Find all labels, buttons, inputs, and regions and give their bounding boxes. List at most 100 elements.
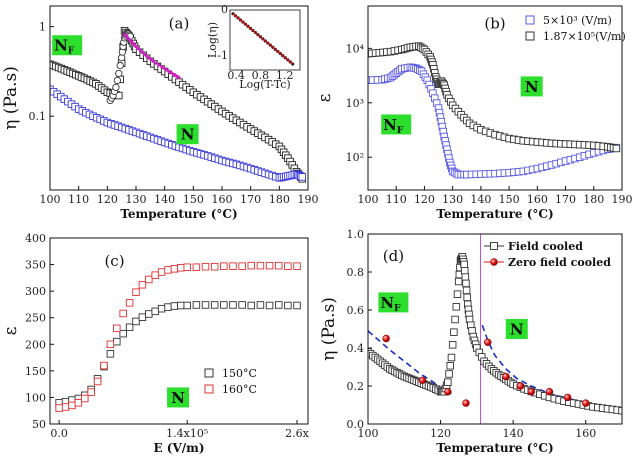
panel-a-plot-area: [50, 26, 307, 183]
panel-b-xtick-label-9: 190: [612, 193, 632, 206]
panel-d-legend-label-1: Zero field cooled: [508, 256, 611, 269]
panel-d-series-1-point-10: [582, 399, 590, 407]
panel-a-series-2-point-6: [115, 69, 123, 78]
panel-b-xtick-label-4: 140: [470, 193, 491, 206]
panel-b-legend-label-1: 1.87×10⁵(V/m): [543, 30, 626, 43]
panel-c-ytick-label-6: 350: [25, 259, 46, 272]
panel-a-series-3-point-8: [134, 44, 138, 49]
panel-b: 100 110 120 130 140 150 160 170 180 190 10² 10³ 10⁴ T…: [315, 5, 632, 221]
panel-d-series-0-point-36: [444, 378, 452, 386]
panel-a-series-3-point-12: [143, 52, 147, 56]
panel-c-series-0-point-11: [125, 323, 134, 332]
panel-a-series-3-point-14: [147, 56, 151, 60]
panel-c-series-0-point-13: [138, 313, 147, 321]
panel-a-series-3-point-18: [157, 63, 161, 67]
panel-a-xtick-label-2: 120: [97, 193, 118, 206]
panel-b-series-0: [368, 63, 621, 179]
panel-c-series-1-point-6: [93, 377, 102, 386]
panel-b-legend-marker-1: [525, 31, 535, 41]
panel-c-series-1-point-19: [177, 264, 185, 272]
panel-c-series-0-point-22: [201, 301, 210, 309]
panel-d-series-0-point-57: [462, 279, 470, 288]
panel-a-series-2-point-4: [112, 83, 120, 91]
panel-c-series-1-point-18: [170, 265, 179, 273]
panel-c-series-0-point-15: [151, 307, 159, 316]
panel-c-series-1-point-7: [100, 361, 108, 370]
panel-c-xlabel: E (V/m): [153, 441, 204, 455]
panel-c-series-1-point-23: [210, 262, 219, 271]
panel-a-series-3: [122, 32, 181, 80]
panel-c-series-0-point-32: [293, 301, 301, 310]
panel-c-series-0: [55, 301, 301, 407]
panel-a-xtick-label-4: 140: [154, 193, 175, 206]
panel-c-series-1-point-12: [132, 288, 140, 296]
panel-c-series-0-point-19: [177, 301, 185, 310]
panel-c-series-0-point-30: [274, 301, 283, 309]
panel-a-inset-xtick-label-0: 0.4: [227, 69, 245, 82]
panel-a-xtick-label-6: 160: [212, 193, 233, 206]
panel-b-ytick-label-0: 10²: [346, 151, 364, 164]
panel-c-legend-marker-0: [204, 368, 214, 378]
panel-a-xtick-label-9: 190: [298, 193, 319, 206]
panel-c-series-1-point-20: [183, 263, 191, 271]
panel-d-ytick-label-3: 0.6: [347, 304, 365, 317]
panel-d-legend-marker-0: [490, 242, 498, 250]
panel-d-series-0-point-42: [451, 315, 459, 324]
panel-b-xtick-label-5: 150: [499, 193, 520, 206]
panel-c-series-1-point-4: [81, 394, 89, 403]
panel-d-fit-line-1: [481, 324, 597, 406]
panel-d-phase-label-1: N: [510, 321, 524, 339]
panel-c-series-0-point-10: [119, 329, 127, 338]
panel-d-legend-marker-1: [490, 258, 498, 266]
panel-c-ytick-label-0: 50: [32, 418, 46, 431]
panel-c-legend-label-1: 160°C: [222, 383, 257, 396]
panel-a-series-3-point-9: [136, 46, 140, 51]
panel-d-phase-badge-0: [378, 292, 409, 313]
panel-d-series-0-point-39: [447, 353, 456, 362]
panel-d-series-0-point-37: [445, 370, 453, 378]
panel-b-xtick-label-1: 110: [386, 193, 407, 206]
panel-d-ytick-label-1: 0.2: [347, 380, 365, 393]
panel-c-series-0-point-31: [284, 301, 292, 310]
panel-d-series-0-point-45: [454, 277, 463, 286]
panel-b-legend-marker-0: [525, 15, 535, 25]
panel-d-series-1-point-0: [382, 334, 390, 343]
panel-b-xtick-label-3: 130: [442, 193, 463, 206]
panel-c-series-1-point-22: [201, 262, 210, 271]
panel-a-ytick-label-1: 0.1: [29, 110, 47, 123]
panel-d-label: (d): [383, 247, 404, 265]
panel-c-series-1-point-24: [220, 262, 228, 270]
panel-b-ytick-label-1: 10³: [346, 97, 364, 110]
panel-c-series-1-point-1: [61, 403, 70, 411]
panel-c-series-1-point-27: [247, 261, 256, 270]
panel-b-xtick-label-6: 160: [527, 193, 548, 206]
panel-a-series-1-point-76: [298, 173, 307, 181]
panel-c-series-0-point-27: [247, 301, 256, 310]
panel-d-series-1-point-8: [545, 388, 554, 396]
panel-b-phase-badge-1: [520, 76, 543, 97]
panel-c-ytick-label-1: 100: [25, 391, 46, 404]
panel-c-series-1-point-28: [256, 261, 265, 270]
panel-c-series-1-point-0: [55, 404, 63, 412]
panel-b-xtick-label-8: 180: [583, 193, 604, 206]
panel-c-series-0-point-28: [256, 301, 265, 309]
panel-c-series-1-point-21: [192, 263, 201, 271]
panel-c-series-0-point-16: [157, 304, 166, 313]
panel-d-xtick-label-2: 140: [503, 427, 524, 440]
panel-c-series-1-point-25: [229, 262, 237, 270]
panel-a-xtick-label-7: 170: [240, 193, 261, 206]
panel-b-xtick-label-2: 120: [414, 193, 435, 206]
panel-c-legend-marker-1: [204, 384, 214, 394]
panel-d-ytick-label-2: 0.4: [347, 342, 365, 355]
panel-a-ylabel: η (Pa.s): [1, 66, 21, 130]
panel-a-inset-ytick-label-0: 0: [221, 3, 228, 16]
panel-d-series-0: [368, 253, 622, 415]
panel-a-series-3-point-11: [140, 50, 145, 55]
panel-b-xtick-label-0: 100: [358, 193, 379, 206]
panel-d-xlabel: Temperature (°C): [436, 441, 553, 455]
panel-d-series-0-point-59: [463, 293, 471, 302]
panel-c-ytick-label-7: 400: [25, 232, 46, 245]
panel-a-series-3-point-16: [151, 59, 155, 63]
panel-c-series-1-point-32: [293, 262, 301, 270]
panel-b-label: (b): [484, 14, 505, 32]
